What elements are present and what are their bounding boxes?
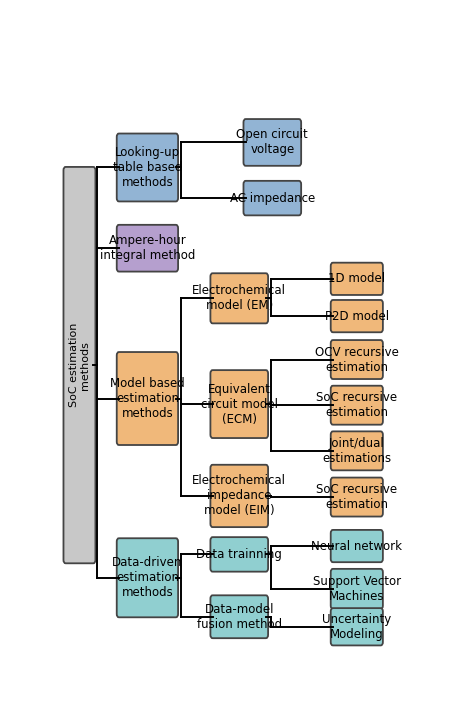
FancyBboxPatch shape xyxy=(331,608,383,646)
FancyBboxPatch shape xyxy=(331,340,383,379)
FancyBboxPatch shape xyxy=(210,273,268,323)
FancyBboxPatch shape xyxy=(331,432,383,471)
Text: Equivalent
circuit model
(ECM): Equivalent circuit model (ECM) xyxy=(201,382,278,426)
Text: AC impedance: AC impedance xyxy=(230,192,315,205)
Text: OCV recursive
estimation: OCV recursive estimation xyxy=(315,346,399,374)
Text: Data-model
fusion method: Data-model fusion method xyxy=(197,603,282,630)
FancyBboxPatch shape xyxy=(331,569,383,609)
FancyBboxPatch shape xyxy=(331,385,383,424)
Text: Model based
estimation
methods: Model based estimation methods xyxy=(110,377,185,420)
Text: Electrochemical
model (EM): Electrochemical model (EM) xyxy=(192,284,286,312)
Text: Data-driven
estimation
methods: Data-driven estimation methods xyxy=(112,556,182,599)
Text: P2D model: P2D model xyxy=(325,309,389,322)
Text: SoC estimation
methods: SoC estimation methods xyxy=(69,323,90,407)
Text: Joint/dual
estimations: Joint/dual estimations xyxy=(322,437,392,465)
FancyBboxPatch shape xyxy=(244,181,301,215)
FancyBboxPatch shape xyxy=(244,119,301,166)
FancyBboxPatch shape xyxy=(210,537,268,572)
FancyBboxPatch shape xyxy=(331,478,383,516)
Text: SoC recursive
estimation: SoC recursive estimation xyxy=(316,483,397,511)
Text: 1D model: 1D model xyxy=(328,273,385,286)
FancyBboxPatch shape xyxy=(210,595,268,638)
FancyBboxPatch shape xyxy=(331,300,383,333)
Text: Looking-up
table based
methods: Looking-up table based methods xyxy=(113,146,182,189)
FancyBboxPatch shape xyxy=(117,225,178,272)
Text: Support Vector
Machines: Support Vector Machines xyxy=(313,575,401,603)
FancyBboxPatch shape xyxy=(117,134,178,202)
Text: Uncertainty
Modeling: Uncertainty Modeling xyxy=(322,613,392,641)
FancyBboxPatch shape xyxy=(210,370,268,438)
FancyBboxPatch shape xyxy=(117,538,178,617)
FancyBboxPatch shape xyxy=(210,465,268,527)
Text: Electrochemical
impedance
model (EIM): Electrochemical impedance model (EIM) xyxy=(192,474,286,518)
Text: Data trainning: Data trainning xyxy=(196,548,282,561)
Text: Open circuit
voltage: Open circuit voltage xyxy=(237,129,308,156)
FancyBboxPatch shape xyxy=(331,530,383,562)
Text: Ampere-hour
integral method: Ampere-hour integral method xyxy=(100,234,195,262)
FancyBboxPatch shape xyxy=(331,262,383,295)
FancyBboxPatch shape xyxy=(117,352,178,445)
Text: Neural network: Neural network xyxy=(311,539,402,552)
FancyBboxPatch shape xyxy=(64,167,95,563)
Text: SoC recursive
estimation: SoC recursive estimation xyxy=(316,391,397,419)
